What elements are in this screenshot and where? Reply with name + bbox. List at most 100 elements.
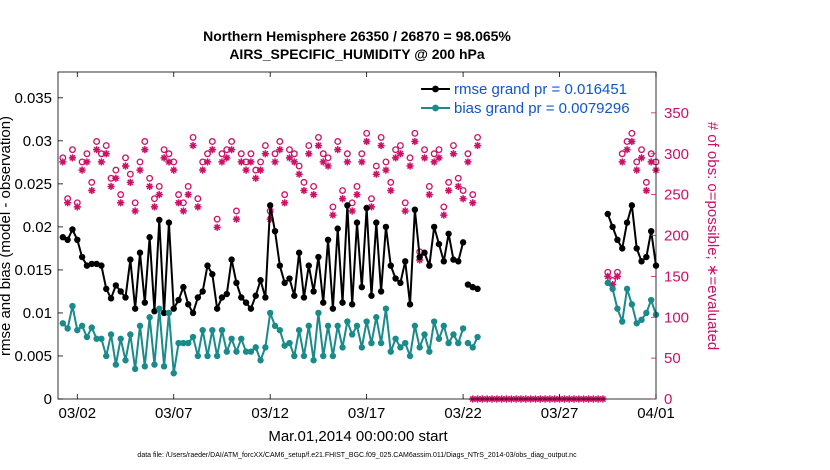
series-point bbox=[435, 240, 443, 248]
y-tick-label-right: 100 bbox=[664, 309, 689, 326]
series-point bbox=[464, 339, 472, 347]
x-tick-label: 03/22 bbox=[444, 405, 482, 422]
obs-evaluated-point bbox=[445, 186, 453, 195]
obs-evaluated-point bbox=[309, 191, 318, 199]
series-point bbox=[103, 352, 110, 360]
obs-possible-point bbox=[329, 203, 337, 211]
y-axis-label-left: rmse and bias (model - observation) bbox=[0, 116, 14, 356]
series-point bbox=[141, 299, 149, 306]
obs-evaluated-point bbox=[367, 203, 376, 211]
obs-evaluated-point bbox=[194, 203, 202, 211]
series-point bbox=[151, 361, 158, 368]
series-point bbox=[165, 309, 173, 317]
obs-evaluated-point bbox=[642, 186, 650, 195]
series-point bbox=[430, 318, 438, 325]
legend-entry: rmse grand pr = 0.016451 bbox=[454, 81, 627, 98]
obs-possible-point bbox=[175, 191, 183, 199]
series-point bbox=[310, 357, 317, 364]
series-point bbox=[387, 262, 394, 269]
obs-possible-point bbox=[155, 182, 163, 190]
series-point bbox=[286, 339, 293, 347]
series-point bbox=[146, 314, 153, 321]
obs-possible-point bbox=[314, 133, 322, 141]
obs-evaluated-point bbox=[146, 182, 154, 191]
legend: rmse grand pr = 0.016451 bias grand pr = … bbox=[421, 81, 630, 117]
x-tick-label: 04/01 bbox=[637, 405, 675, 422]
obs-possible-point bbox=[421, 146, 428, 154]
series-point bbox=[329, 352, 337, 360]
obs-evaluated-point bbox=[396, 150, 405, 158]
obs-evaluated-point bbox=[223, 154, 231, 162]
y-tick-label-left: 0.03 bbox=[23, 133, 52, 150]
series-point bbox=[276, 262, 284, 269]
obs-possible-point bbox=[136, 158, 144, 166]
obs-possible-point bbox=[440, 203, 448, 211]
y-tick-label-right: 150 bbox=[664, 268, 689, 285]
series-point bbox=[638, 316, 645, 324]
series-point bbox=[69, 226, 76, 233]
obs-possible-point bbox=[377, 133, 385, 141]
y-tick-label-right: 250 bbox=[664, 187, 689, 204]
obs-evaluated-point bbox=[189, 141, 197, 150]
obs-possible-point bbox=[112, 166, 120, 174]
obs-evaluated-point bbox=[319, 158, 327, 166]
series-point bbox=[117, 335, 124, 342]
obs-evaluated-point bbox=[618, 158, 626, 166]
obs-evaluated-point bbox=[150, 203, 159, 211]
series-point bbox=[88, 260, 95, 268]
series-point bbox=[402, 339, 409, 347]
obs-evaluated-point bbox=[242, 166, 250, 174]
series-point bbox=[324, 236, 332, 244]
series-point bbox=[300, 352, 308, 360]
series-point bbox=[445, 339, 452, 347]
series-point bbox=[638, 258, 645, 265]
y-tick-label-right: 50 bbox=[664, 350, 681, 367]
obs-possible-point bbox=[454, 174, 462, 182]
series-point bbox=[98, 335, 105, 342]
series-point bbox=[469, 283, 476, 291]
series-point bbox=[609, 223, 616, 231]
series-point bbox=[59, 234, 67, 241]
obs-possible-point bbox=[633, 158, 641, 166]
series-point bbox=[281, 342, 288, 349]
obs-possible-point bbox=[213, 215, 221, 223]
series-point bbox=[281, 279, 288, 287]
series-point bbox=[353, 322, 361, 330]
legend-marker bbox=[432, 104, 439, 112]
series-point bbox=[276, 326, 284, 334]
obs-evaluated-point bbox=[232, 215, 241, 223]
obs-evaluated-point bbox=[261, 150, 269, 158]
series-point bbox=[233, 279, 240, 287]
series-point bbox=[271, 322, 279, 330]
series-point bbox=[238, 335, 245, 342]
obs-possible-point bbox=[425, 182, 433, 190]
series-point bbox=[377, 339, 385, 347]
obs-possible-point bbox=[204, 150, 211, 158]
obs-evaluated-point bbox=[382, 166, 390, 174]
y-tick-label-left: 0.02 bbox=[23, 219, 52, 236]
series-bias bbox=[59, 279, 660, 377]
series-point bbox=[223, 290, 230, 298]
obs-possible-point bbox=[237, 150, 245, 158]
obs-possible-point bbox=[464, 150, 472, 158]
obs-possible-point bbox=[469, 191, 477, 199]
series-point bbox=[368, 292, 375, 299]
obs-evaluated-point bbox=[372, 170, 380, 178]
series-point bbox=[194, 294, 202, 301]
obs-possible-point bbox=[642, 178, 650, 186]
obs-possible-point bbox=[628, 129, 636, 137]
series-point bbox=[266, 309, 274, 317]
series-point bbox=[295, 249, 303, 256]
series-point bbox=[358, 344, 366, 351]
obs-possible-point bbox=[189, 133, 197, 141]
series-point bbox=[609, 285, 616, 293]
series-point bbox=[397, 279, 404, 287]
series-point bbox=[445, 230, 452, 237]
obs-evaluated-point bbox=[314, 141, 323, 150]
series-point bbox=[112, 361, 120, 368]
series-point bbox=[373, 314, 380, 321]
obs-possible-point bbox=[151, 195, 158, 203]
obs-evaluated-point bbox=[256, 166, 265, 174]
series-point bbox=[213, 305, 221, 312]
series-point bbox=[614, 305, 621, 312]
